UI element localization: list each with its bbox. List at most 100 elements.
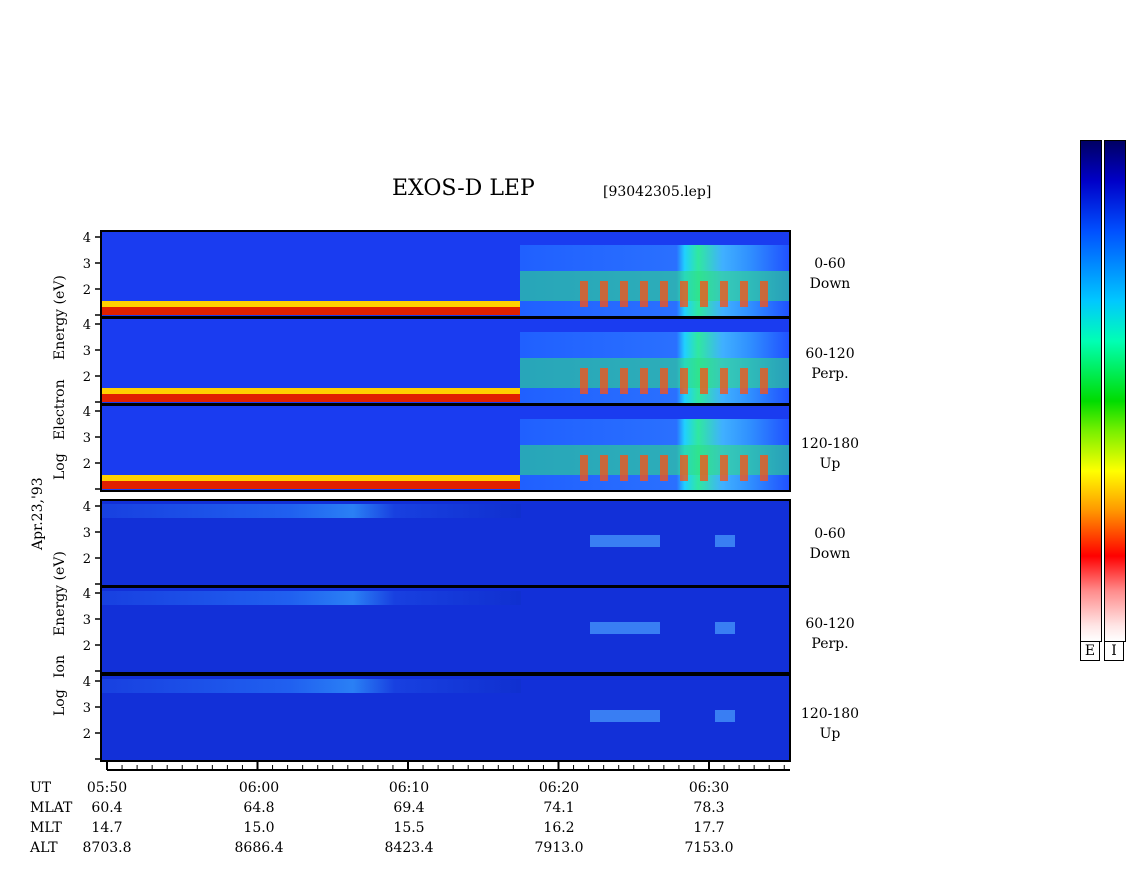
panel-direction: Perp. (811, 636, 849, 652)
colorbar-label-e: E (1080, 641, 1100, 661)
electron-axis-energy: Energy (eV) (52, 275, 68, 360)
panel-label-e-up: 120-180 Up (790, 434, 870, 474)
colorbar-electron (1080, 140, 1102, 642)
x-table-ut-value: 06:10 (388, 780, 430, 796)
low-energy-band (101, 475, 521, 481)
y-tick-label: 3 (83, 526, 91, 541)
low-energy-band (101, 307, 521, 315)
precipitation-burst (740, 281, 748, 307)
y-tick-label: 2 (83, 370, 91, 385)
chart-title: EXOS-D LEP (392, 176, 535, 201)
ion-upper-band (101, 679, 521, 693)
precipitation-burst (640, 455, 648, 481)
panel-label-e-down: 0-60 Down (790, 254, 870, 294)
panel-frame (100, 404, 791, 492)
precipitation-burst (760, 455, 768, 481)
x-table-mlt-value: 15.0 (243, 820, 275, 836)
precipitation-region (520, 445, 790, 475)
y-tick-label: 4 (83, 405, 91, 420)
x-table-ut-value: 05:50 (86, 780, 128, 796)
panel-pitch: 60-120 (805, 346, 855, 362)
precipitation-burst (740, 368, 748, 394)
precipitation-region (520, 358, 790, 388)
x-table-alt-value: 8703.8 (82, 840, 132, 856)
precipitation-burst (580, 455, 588, 481)
x-table-mlat-value: 60.4 (91, 800, 123, 816)
panel-pitch: 60-120 (805, 616, 855, 632)
panel-pitch: 0-60 (814, 526, 846, 542)
precipitation-burst (680, 368, 688, 394)
ion-axis-log: Log (52, 689, 68, 716)
x-table-alt-value: 8686.4 (234, 840, 284, 856)
date-label: Apr.23,'93 (30, 477, 46, 550)
electron-axis-log: Log (52, 453, 68, 480)
panel-pitch: 120-180 (800, 706, 860, 722)
panel-pitch: 120-180 (800, 436, 860, 452)
row-label-mlt: MLT (30, 820, 62, 836)
y-tick-label: 4 (83, 231, 91, 246)
precipitation-region (520, 271, 790, 301)
y-tick-label: 4 (83, 587, 91, 602)
precipitation-burst (760, 368, 768, 394)
panel-label-e-perp: 60-120 Perp. (790, 344, 870, 384)
precipitation-burst (680, 455, 688, 481)
ion-axis-species: Ion (52, 655, 68, 678)
low-energy-band (101, 394, 521, 402)
row-label-ut: UT (30, 780, 52, 796)
panel-label-i-perp: 60-120 Perp. (790, 614, 870, 654)
precipitation-burst (700, 281, 708, 307)
file-name: [93042305.lep] (603, 184, 712, 200)
panel-label-i-up: 120-180 Up (790, 704, 870, 744)
y-tick-label: 3 (83, 701, 91, 716)
x-table-mlat-value: 69.4 (393, 800, 425, 816)
panel-direction: Up (819, 456, 841, 472)
ion-feature (590, 535, 660, 547)
y-tick-label: 2 (83, 639, 91, 654)
y-tick-label: 2 (83, 552, 91, 567)
precipitation-burst (720, 281, 728, 307)
ion-feature (715, 622, 735, 634)
precipitation-burst (580, 281, 588, 307)
precipitation-burst (740, 455, 748, 481)
x-table-mlt-value: 15.5 (393, 820, 425, 836)
precipitation-burst (620, 455, 628, 481)
ion-feature (590, 622, 660, 634)
ion-feature (715, 710, 735, 722)
precipitation-burst (720, 368, 728, 394)
panel-label-i-down: 0-60 Down (790, 524, 870, 564)
precipitation-burst (600, 281, 608, 307)
precipitation-burst (760, 281, 768, 307)
low-energy-band (101, 481, 521, 489)
panel-frame (100, 586, 791, 674)
x-table-mlt-value: 14.7 (91, 820, 123, 836)
precipitation-burst (620, 281, 628, 307)
precipitation-burst (700, 455, 708, 481)
colorbar-ion (1104, 140, 1126, 642)
y-tick-label: 2 (83, 457, 91, 472)
panel-frame (100, 674, 791, 762)
x-table-mlt-value: 16.2 (543, 820, 575, 836)
low-energy-band (101, 388, 521, 394)
y-tick-label: 4 (83, 500, 91, 515)
precipitation-burst (660, 368, 668, 394)
precipitation-burst (660, 281, 668, 307)
x-table-mlt-value: 17.7 (693, 820, 725, 836)
y-tick-label: 2 (83, 283, 91, 298)
precipitation-burst (700, 368, 708, 394)
y-tick-label: 4 (83, 675, 91, 690)
precipitation-burst (600, 455, 608, 481)
panel-direction: Up (819, 726, 841, 742)
row-label-mlat: MLAT (30, 800, 73, 816)
x-table-mlat-value: 78.3 (693, 800, 725, 816)
ion-axis-energy: Energy (eV) (52, 551, 68, 636)
y-tick-label: 3 (83, 257, 91, 272)
ion-upper-band (101, 591, 521, 605)
precipitation-burst (660, 455, 668, 481)
panel-direction: Perp. (811, 366, 849, 382)
x-table-alt-value: 7153.0 (684, 840, 734, 856)
ion-feature (590, 710, 660, 722)
ion-upper-band (101, 504, 521, 518)
y-tick-label: 4 (83, 318, 91, 333)
precipitation-burst (580, 368, 588, 394)
